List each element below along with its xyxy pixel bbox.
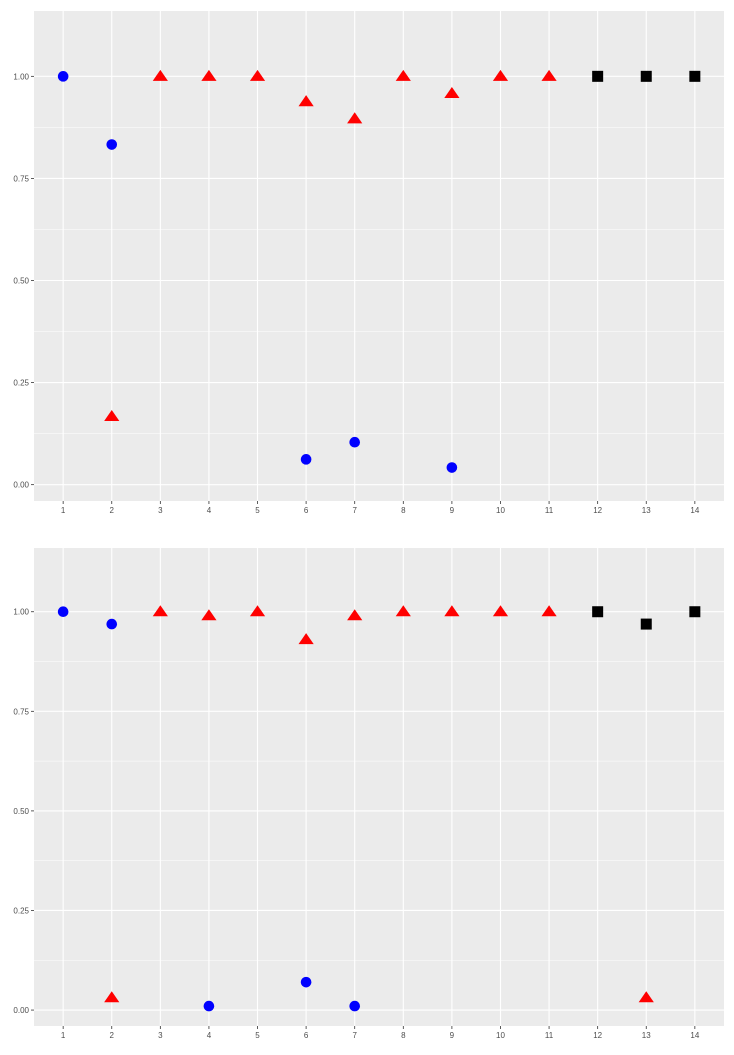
y-tick-label: 0.00 xyxy=(13,481,29,490)
y-tick-label: 0.50 xyxy=(13,277,29,286)
data-point-circle xyxy=(203,1000,215,1012)
data-point-circle xyxy=(57,606,69,618)
y-tick-label: 0.25 xyxy=(13,906,29,915)
y-tick-label: 0.25 xyxy=(13,379,29,388)
x-tick-label: 12 xyxy=(593,1031,602,1040)
data-point-triangle xyxy=(152,69,168,81)
x-tick-label: 13 xyxy=(642,506,651,515)
x-tick-label: 2 xyxy=(110,506,115,515)
x-tick-label: 10 xyxy=(496,506,505,515)
data-point-circle xyxy=(300,976,312,988)
data-point-circle xyxy=(57,71,69,82)
series-square xyxy=(592,606,701,630)
data-point-triangle xyxy=(541,605,557,617)
x-tick-label: 6 xyxy=(304,506,309,515)
data-point-triangle xyxy=(638,991,654,1003)
data-point-triangle xyxy=(201,69,217,81)
data-point-square xyxy=(689,70,701,82)
chart-panel-1: 0.000.250.500.751.001 2 3 4 5 6 7 8 9 10 11 12 13 14 xyxy=(13,11,724,515)
x-tick-label: 9 xyxy=(450,1031,455,1040)
series-circle xyxy=(57,71,458,473)
y-tick-label: 0.50 xyxy=(13,807,29,816)
x-tick-label: 8 xyxy=(401,1031,406,1040)
data-point-triangle xyxy=(104,991,120,1003)
y-tick-label: 0.00 xyxy=(13,1006,29,1015)
series-circle xyxy=(57,606,361,1012)
y-tick-label: 0.75 xyxy=(13,707,29,716)
x-tick-label: 9 xyxy=(450,506,455,515)
data-point-triangle xyxy=(249,69,266,81)
x-tick-label: 4 xyxy=(207,506,212,515)
data-point-triangle xyxy=(492,605,509,617)
data-point-circle xyxy=(106,618,118,630)
x-tick-label: 7 xyxy=(352,506,357,515)
x-tick-label: 4 xyxy=(207,1031,212,1040)
series-triangle xyxy=(104,605,654,1003)
x-tick-label: 13 xyxy=(642,1031,651,1040)
x-tick-label: 12 xyxy=(593,506,602,515)
x-tick-label: 3 xyxy=(158,506,163,515)
data-point-triangle xyxy=(298,633,314,645)
data-point-triangle xyxy=(298,95,314,107)
x-tick-label: 5 xyxy=(255,1031,260,1040)
x-tick-label: 1 xyxy=(61,506,66,515)
data-point-triangle xyxy=(492,69,509,81)
panel-background xyxy=(34,548,724,1026)
data-point-triangle xyxy=(347,609,363,621)
data-point-triangle xyxy=(395,69,411,81)
x-tick-label: 14 xyxy=(690,1031,699,1040)
data-point-circle xyxy=(349,1000,361,1012)
x-tick-label: 6 xyxy=(304,1031,309,1040)
x-tick-label: 5 xyxy=(255,506,260,515)
data-point-triangle xyxy=(104,409,120,422)
panel-background xyxy=(34,11,724,501)
x-tick-label: 11 xyxy=(545,1031,554,1040)
data-point-triangle xyxy=(395,605,411,617)
data-point-circle xyxy=(349,436,361,448)
y-tick-label: 1.00 xyxy=(13,72,29,81)
data-point-triangle xyxy=(444,86,460,99)
y-tick-label: 1.00 xyxy=(13,608,29,617)
x-tick-label: 10 xyxy=(496,1031,505,1040)
series-square xyxy=(592,70,701,82)
x-tick-label: 3 xyxy=(158,1031,163,1040)
chart-panel-2: 0.000.250.500.751.001 2 3 4 5 6 7 8 9 10 11 12 13 14 xyxy=(13,548,724,1040)
x-tick-label: 8 xyxy=(401,506,406,515)
data-point-square xyxy=(640,618,652,630)
data-point-square xyxy=(592,70,604,82)
x-tick-label: 7 xyxy=(352,1031,357,1040)
data-point-triangle xyxy=(201,609,217,621)
data-point-triangle xyxy=(444,605,460,617)
data-point-triangle xyxy=(152,605,168,617)
data-point-square xyxy=(689,606,701,618)
data-point-square xyxy=(592,606,604,618)
data-point-triangle xyxy=(249,605,266,617)
y-tick-label: 0.75 xyxy=(13,174,29,183)
x-tick-label: 11 xyxy=(545,506,554,515)
data-point-square xyxy=(640,70,652,82)
data-point-triangle xyxy=(347,112,363,124)
data-point-circle xyxy=(446,462,458,473)
x-tick-label: 1 xyxy=(61,1031,66,1040)
series-triangle xyxy=(104,69,557,422)
data-point-triangle xyxy=(541,69,557,81)
data-point-circle xyxy=(106,139,118,150)
x-tick-label: 2 xyxy=(110,1031,115,1040)
data-point-circle xyxy=(300,454,312,465)
x-tick-label: 14 xyxy=(690,506,699,515)
